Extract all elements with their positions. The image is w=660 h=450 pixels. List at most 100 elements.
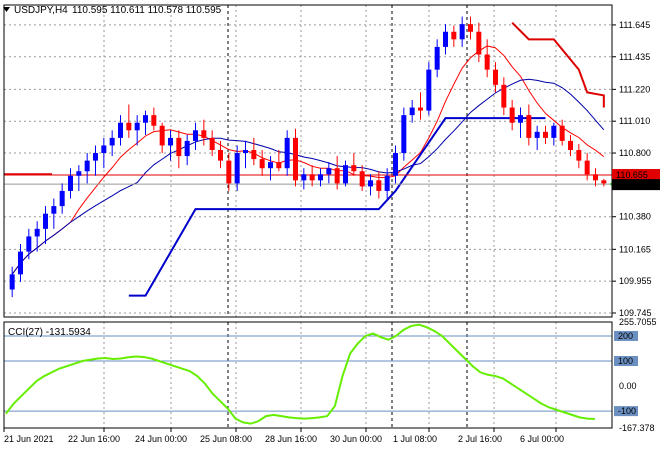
candle-body bbox=[159, 125, 165, 146]
candle-body bbox=[584, 160, 590, 175]
candle-body bbox=[76, 171, 82, 176]
candle-body bbox=[501, 84, 507, 108]
candle-body bbox=[168, 137, 173, 146]
y-tick-label: 109.955 bbox=[619, 276, 652, 286]
candle-body bbox=[526, 115, 532, 138]
cci-tick-label: -100 bbox=[618, 406, 636, 416]
cci-level-tag bbox=[614, 406, 638, 417]
x-tick-label: 2 Jul 16:00 bbox=[458, 434, 502, 444]
y-tick-label: 109.745 bbox=[619, 308, 652, 318]
candle-body bbox=[393, 153, 398, 176]
ma-fast-line bbox=[11, 45, 605, 275]
candle-body bbox=[43, 213, 48, 229]
candle-body bbox=[193, 130, 198, 141]
candle-body bbox=[184, 140, 190, 157]
candle-body bbox=[176, 137, 182, 157]
candle-body bbox=[26, 236, 32, 252]
candle-body bbox=[518, 115, 523, 123]
x-tick-label: 22 Jun 16:00 bbox=[68, 434, 120, 444]
candle-body bbox=[409, 107, 415, 116]
candle-body bbox=[468, 24, 473, 32]
cci-line bbox=[5, 323, 595, 425]
candle-body bbox=[376, 180, 382, 191]
x-tick-label: 6 Jul 00:00 bbox=[520, 434, 564, 444]
candle-body bbox=[84, 160, 90, 172]
candle-body bbox=[401, 115, 407, 154]
candle-body bbox=[343, 165, 348, 184]
candle-body bbox=[534, 131, 540, 138]
y-tick-label: 110.380 bbox=[619, 212, 651, 222]
y-tick-label: 111.435 bbox=[619, 52, 650, 62]
candle-body bbox=[318, 174, 323, 181]
candle-body bbox=[334, 168, 340, 184]
candle-body bbox=[126, 122, 132, 131]
candle-body bbox=[234, 153, 240, 184]
candle-body bbox=[276, 162, 282, 169]
candle-body bbox=[384, 175, 390, 191]
candle-body bbox=[284, 137, 290, 169]
candle-body bbox=[118, 122, 123, 138]
candle-body bbox=[218, 150, 223, 161]
candle-body bbox=[143, 115, 148, 123]
red-price-tag bbox=[612, 169, 660, 181]
ohlc-readout: 110.595 110.611 110.578 110.595 bbox=[72, 5, 222, 16]
candle-body bbox=[459, 24, 465, 40]
candle-body bbox=[351, 165, 357, 172]
candle-body bbox=[134, 122, 140, 131]
collapse-triangle-icon[interactable] bbox=[3, 7, 10, 12]
y-tick-label: 111.220 bbox=[619, 84, 650, 94]
candle-body bbox=[426, 69, 432, 111]
symbol-label: USDJPY,H4 bbox=[14, 5, 68, 16]
red-price-tag-text: 110.655 bbox=[616, 170, 648, 180]
candle-body bbox=[268, 162, 273, 169]
candle-body bbox=[451, 31, 457, 40]
candle-body bbox=[559, 125, 565, 141]
cci-panel: 255.7055 200 100 0.00 -100 -167.378 bbox=[4, 317, 657, 433]
cci-level-tag bbox=[614, 330, 638, 341]
candle-body bbox=[418, 107, 423, 111]
x-tick-label: 25 Jun 08:00 bbox=[200, 434, 252, 444]
candle-body bbox=[576, 150, 582, 161]
y-tick-label: 110.165 bbox=[619, 244, 651, 254]
candle-body bbox=[593, 174, 598, 181]
current-price-tag bbox=[612, 179, 660, 191]
grid bbox=[3, 5, 612, 428]
candle-body bbox=[226, 160, 232, 184]
candle-body bbox=[484, 54, 490, 70]
candle-body bbox=[301, 174, 307, 181]
y-tick-label: 110.800 bbox=[619, 148, 651, 158]
candle-body bbox=[568, 140, 573, 151]
candle-body bbox=[551, 125, 557, 138]
y-tick-label: 111.645 bbox=[619, 20, 650, 30]
axes: 111.645 111.435 111.220 111.010 110.800 110.3… bbox=[3, 4, 660, 444]
candle-body bbox=[93, 153, 98, 161]
trailing-stop-line bbox=[128, 117, 546, 297]
envelope-line bbox=[511, 21, 605, 108]
candle-body bbox=[251, 150, 257, 160]
candle-body bbox=[34, 228, 40, 237]
candle-body bbox=[293, 137, 298, 181]
cci-level-tag bbox=[614, 356, 638, 367]
candle-body bbox=[201, 130, 207, 138]
candle-body bbox=[543, 131, 548, 138]
candle-body bbox=[209, 137, 215, 151]
current-price-tag-text: 110.595 bbox=[616, 180, 648, 190]
candle-body bbox=[493, 69, 498, 85]
cci-tick-label: 0.00 bbox=[619, 381, 637, 391]
candle-body bbox=[151, 115, 157, 126]
cci-tick-label: 200 bbox=[618, 331, 633, 341]
main-frame bbox=[3, 4, 613, 318]
candle-body bbox=[51, 206, 57, 214]
candle-body bbox=[368, 180, 373, 187]
candle-body bbox=[9, 274, 15, 290]
candle-body bbox=[101, 145, 107, 154]
candle-body bbox=[476, 31, 482, 55]
x-tick-label: 24 Jun 00:00 bbox=[135, 434, 187, 444]
candle-body bbox=[359, 171, 365, 187]
candle-body bbox=[326, 168, 332, 175]
candle-body bbox=[68, 175, 73, 191]
candle-body bbox=[18, 251, 23, 275]
x-tick-label: 21 Jun 2021 bbox=[4, 434, 54, 444]
cci-label: CCI(27) -131.5934 bbox=[8, 327, 91, 338]
